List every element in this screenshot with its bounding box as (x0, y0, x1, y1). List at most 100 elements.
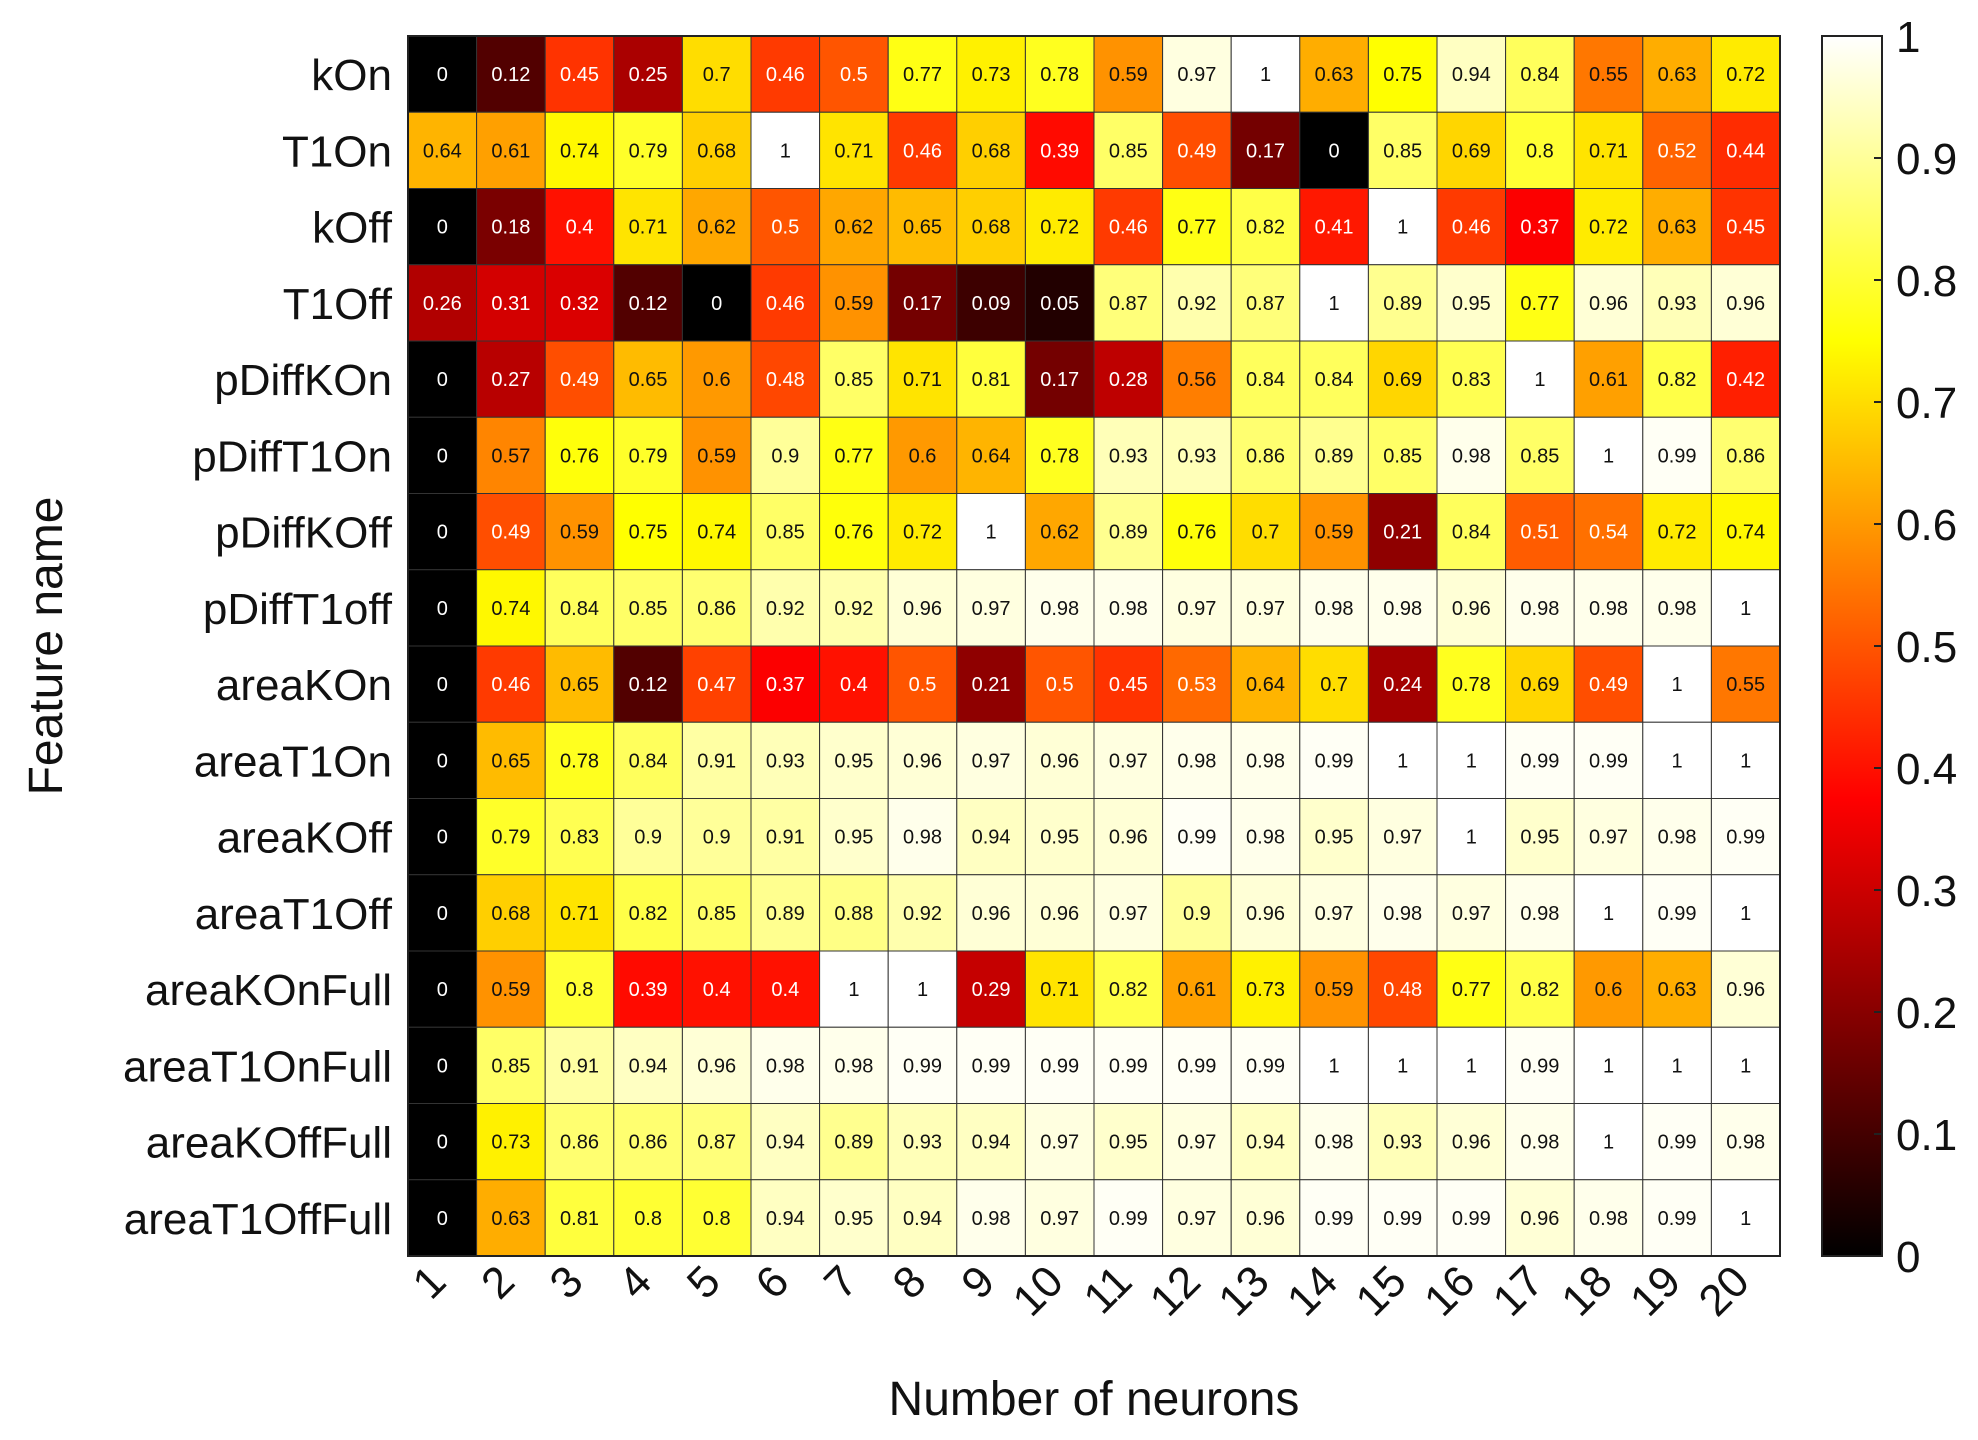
feature-tick-label: pDiffKOn (214, 356, 392, 405)
heatmap-cell (1367, 188, 1438, 266)
heatmap-cell (1367, 1026, 1438, 1104)
heatmap-cell (544, 874, 615, 952)
cell-value-label: 0.8 (634, 1208, 662, 1230)
cell-value-label: 0.82 (629, 903, 668, 925)
cell-value-label: 0.48 (766, 369, 805, 391)
heatmap-cell (1162, 35, 1232, 113)
cell-value-label: 0.75 (1383, 64, 1422, 86)
cell-value-label: 0.86 (1246, 445, 1285, 467)
cell-value-label: 0.98 (1109, 598, 1148, 620)
cell-value-label: 1 (1534, 369, 1545, 391)
heatmap-cell (681, 188, 752, 266)
heatmap-cell (681, 1179, 752, 1257)
cell-value-label: 0.4 (566, 217, 594, 239)
heatmap-cell (476, 645, 546, 723)
cell-value-label: 0.86 (560, 1132, 599, 1154)
cell-value-label: 0.74 (560, 140, 599, 162)
cell-value-label: 0.99 (972, 1055, 1011, 1077)
neuron-tick-label: 3 (541, 1256, 593, 1308)
heatmap-cell (1642, 1179, 1712, 1257)
heatmap-cell (1230, 798, 1301, 876)
cell-value-label: 0.76 (560, 445, 599, 467)
cell-value-label: 0.9 (703, 827, 731, 849)
heatmap-cell (956, 1026, 1026, 1104)
heatmap-cell (681, 569, 752, 647)
cell-value-label: 0.78 (1040, 64, 1079, 86)
heatmap-cell (819, 950, 889, 1028)
cell-value-label: 0.92 (834, 598, 873, 620)
cell-value-label: 0.92 (766, 598, 805, 620)
cell-value-label: 0.82 (1109, 979, 1148, 1001)
heatmap-cell (1367, 645, 1438, 723)
cell-value-label: 0.77 (1452, 979, 1491, 1001)
heatmap-cell (1367, 721, 1438, 799)
neuron-tick-label: 20 (1690, 1256, 1759, 1325)
feature-tick-label: areaKOn (216, 661, 392, 710)
cell-value-label: 0.49 (1589, 674, 1628, 696)
heatmap-cell (1162, 493, 1232, 571)
cell-value-label: 0.96 (697, 1055, 736, 1077)
cell-value-label: 0.17 (903, 293, 942, 315)
cell-value-label: 0.93 (1177, 445, 1216, 467)
heatmap-cell (1162, 874, 1232, 952)
cell-value-label: 0.29 (972, 979, 1011, 1001)
cell-value-label: 0.86 (629, 1132, 668, 1154)
cell-value-label: 0.84 (1520, 64, 1559, 86)
heatmap-cell (1505, 111, 1575, 189)
cell-value-label: 0.77 (1177, 217, 1216, 239)
cell-value-label: 0.46 (903, 140, 942, 162)
cell-value-label: 0.27 (491, 369, 530, 391)
cell-value-label: 0.98 (1520, 598, 1559, 620)
cell-value-label: 0.32 (560, 293, 599, 315)
cell-value-label: 1 (1466, 750, 1477, 772)
heatmap-cell (956, 1179, 1026, 1257)
colorbar-tick-label: 0.4 (1896, 745, 1957, 794)
heatmap-cell (956, 264, 1026, 342)
cell-value-label: 1 (1397, 750, 1408, 772)
heatmap-cell (681, 1103, 752, 1181)
cell-value-label: 1 (986, 522, 997, 544)
heatmap-cell (1162, 721, 1232, 799)
feature-tick-label: pDiffKOff (215, 509, 393, 558)
cell-value-label: 0.99 (1040, 1055, 1079, 1077)
cell-value-label: 0.68 (697, 140, 736, 162)
feature-tick-label: T1On (282, 127, 392, 176)
cell-value-label: 0.87 (1246, 293, 1285, 315)
heatmap-cell (956, 569, 1026, 647)
heatmap-cell (544, 645, 615, 723)
heatmap-cell (750, 264, 821, 342)
cell-value-label: 0 (437, 1208, 448, 1230)
heatmap-cell (1710, 340, 1781, 418)
y-axis-label: Feature name (20, 497, 73, 796)
colorbar-tick-label: 0 (1896, 1233, 1920, 1282)
heatmap-cell (956, 1103, 1026, 1181)
heatmap-cell (407, 35, 478, 113)
heatmap-cell (1436, 1179, 1507, 1257)
cell-value-label: 0.97 (1109, 903, 1148, 925)
cell-value-label: 0.7 (1320, 674, 1348, 696)
heatmap-cell (1162, 798, 1232, 876)
cell-value-label: 1 (1466, 1055, 1477, 1077)
heatmap-cell (887, 569, 958, 647)
cell-value-label: 0.95 (1520, 827, 1559, 849)
cell-value-label: 0.95 (1040, 827, 1079, 849)
feature-tick-label: areaT1OnFull (123, 1042, 392, 1091)
heatmap-cell (1162, 264, 1232, 342)
cell-value-label: 0.96 (1246, 1208, 1285, 1230)
neuron-tick-label: 15 (1347, 1256, 1416, 1325)
cell-value-label: 0.86 (1726, 445, 1765, 467)
colorbar-tick-label: 0.9 (1896, 135, 1957, 184)
cell-value-label: 0.96 (1040, 750, 1079, 772)
cell-value-label: 0.6 (703, 369, 731, 391)
heatmap-cell (750, 1179, 821, 1257)
cell-value-label: 0.61 (1589, 369, 1628, 391)
cell-value-label: 0.72 (1589, 217, 1628, 239)
cell-value-label: 0.81 (972, 369, 1011, 391)
cell-value-label: 1 (917, 979, 928, 1001)
heatmap-cell (1024, 569, 1095, 647)
cell-value-label: 1 (1397, 217, 1408, 239)
cell-value-label: 0.96 (1109, 827, 1148, 849)
cell-value-label: 0.45 (560, 64, 599, 86)
cell-value-label: 1 (1466, 827, 1477, 849)
cell-value-label: 0.59 (560, 522, 599, 544)
